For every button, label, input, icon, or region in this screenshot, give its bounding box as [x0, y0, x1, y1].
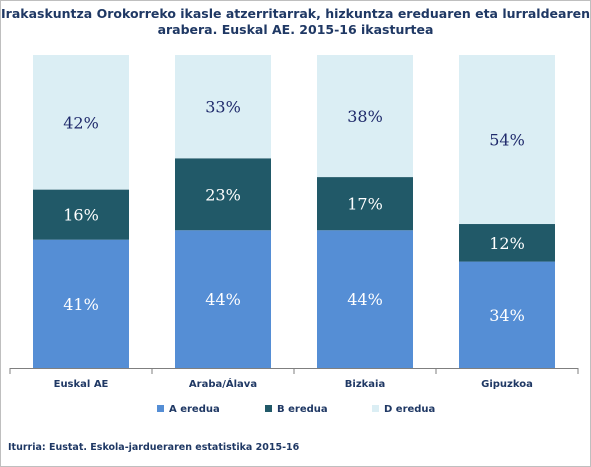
data-label-2-1: 44% — [205, 290, 241, 309]
data-label-2-2: 23% — [205, 185, 241, 204]
data-label-3-3: 38% — [347, 107, 383, 126]
legend-swatch-3 — [372, 405, 379, 412]
bar-segment-3-1 — [317, 230, 413, 368]
source-note: Iturria: Eustat. Eskola-jardueraren esta… — [8, 442, 300, 453]
data-label-1-3: 42% — [63, 113, 99, 132]
category-label-3: Bizkaia — [345, 379, 385, 390]
bar-segment-1-2 — [33, 189, 129, 240]
legend-label-2: B eredua — [277, 404, 328, 415]
category-label-2: Araba/Álava — [189, 377, 257, 390]
chart-title-line-1: Irakaskuntza Orokorreko ikasle atzerrita… — [1, 6, 590, 21]
legend-swatch-1 — [157, 405, 164, 412]
legend-label-3: D eredua — [384, 404, 435, 415]
bar-segment-2-3 — [175, 55, 271, 159]
bar-segment-3-3 — [317, 55, 413, 178]
legend-swatch-2 — [265, 405, 272, 412]
bar-segment-4-2 — [459, 224, 555, 262]
data-label-1-2: 16% — [63, 206, 99, 225]
data-label-3-1: 44% — [347, 290, 383, 309]
legend-label-1: A eredua — [169, 404, 220, 415]
bar-segment-2-1 — [175, 230, 271, 368]
category-label-1: Euskal AE — [54, 379, 109, 390]
category-label-4: Gipuzkoa — [481, 379, 533, 390]
chart-title-line-2: arabera. Euskal AE. 2015-16 ikasturtea — [157, 22, 434, 37]
data-label-4-2: 12% — [489, 234, 525, 253]
data-label-4-3: 54% — [489, 131, 525, 150]
bar-segment-4-3 — [459, 55, 555, 225]
bar-segment-3-2 — [317, 177, 413, 231]
bar-segment-4-1 — [459, 261, 555, 368]
data-label-3-2: 17% — [347, 195, 383, 214]
data-label-1-1: 41% — [63, 295, 99, 314]
bar-segment-1-1 — [33, 239, 129, 368]
chart-title: Irakaskuntza Orokorreko ikasle atzerrita… — [0, 6, 591, 38]
data-label-2-3: 33% — [205, 98, 241, 117]
bar-segment-1-3 — [33, 55, 129, 190]
data-label-4-1: 34% — [489, 306, 525, 325]
bar-segment-2-2 — [175, 158, 271, 231]
